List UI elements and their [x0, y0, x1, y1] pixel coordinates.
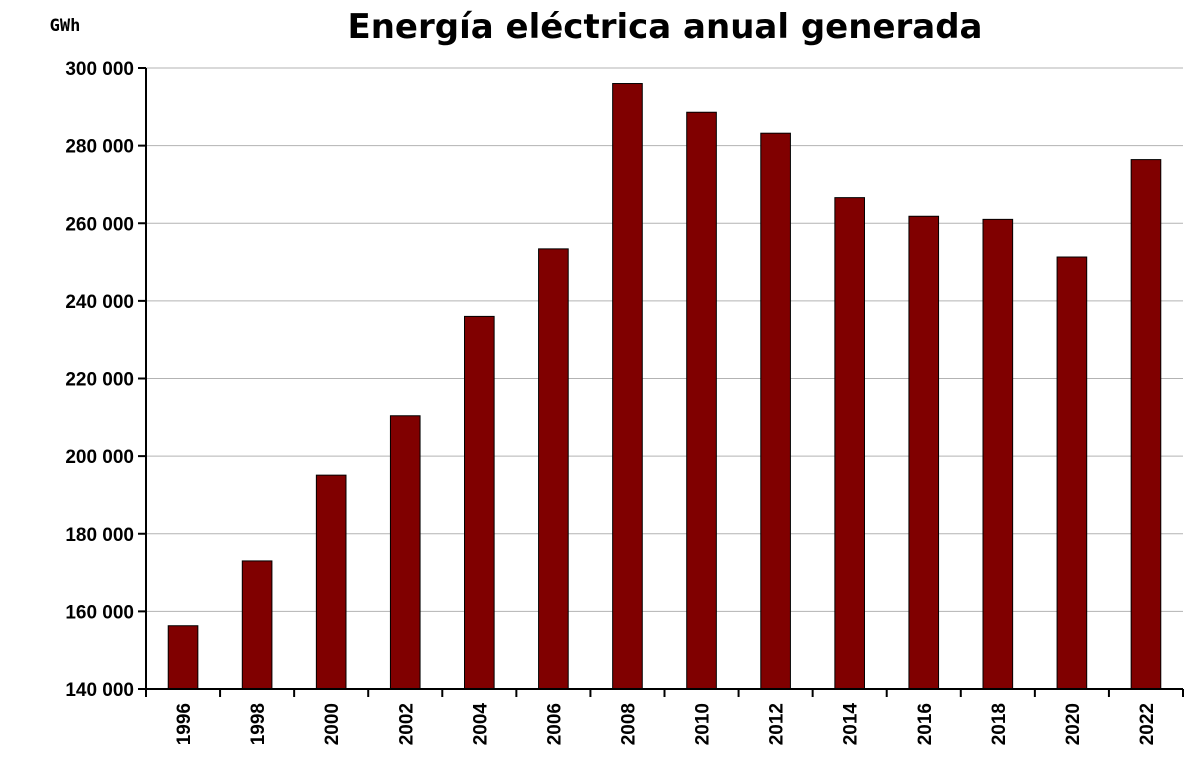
x-tick-label: 2004 [470, 703, 491, 746]
x-tick-label: 2002 [396, 703, 417, 745]
bar-2016 [908, 215, 940, 690]
chart-title: Energía eléctrica anual generada [347, 7, 982, 47]
bar-2006 [538, 248, 569, 690]
y-tick-label: 280 000 [65, 137, 134, 158]
x-tick-label: 2022 [1137, 703, 1158, 745]
bar-2018 [982, 218, 1014, 690]
bar-2020 [1056, 256, 1088, 690]
x-tick-label: 2018 [989, 703, 1010, 745]
y-tick-label: 140 000 [65, 680, 134, 701]
bar-1996 [167, 625, 199, 690]
y-tick-label: 220 000 [65, 370, 134, 391]
y-tick-label: 160 000 [65, 602, 134, 623]
x-tick-label: 2014 [841, 703, 862, 746]
x-tick-label: 2008 [618, 703, 639, 745]
bar-2012 [760, 132, 791, 690]
bar-2004 [464, 315, 495, 690]
bar-2022 [1130, 159, 1162, 690]
bars [167, 83, 1162, 690]
y-unit-label: GWh [50, 16, 81, 36]
x-tick-label: 2006 [544, 703, 565, 745]
bar-2014 [834, 197, 865, 690]
y-tick-label: 260 000 [65, 214, 134, 235]
x-tick-label: 2016 [915, 703, 936, 745]
x-tick-label: 2000 [322, 703, 343, 745]
gridlines [146, 67, 1183, 612]
y-tick-label: 180 000 [65, 525, 134, 546]
y-tick-label: 240 000 [65, 292, 134, 313]
bar-2010 [686, 111, 717, 690]
x-tick-label: 1998 [248, 703, 269, 745]
x-tick-label: 2020 [1063, 703, 1084, 745]
y-tick-labels: 140 000 160 000 180 000 200 000 220 000 240 0… [65, 59, 134, 701]
x-tick-labels: 1996 1998 2000 2002 2004 2006 2008 2010 2012 2014… [174, 703, 1158, 746]
bar-1998 [241, 560, 273, 690]
x-tick-label: 1996 [174, 703, 195, 745]
x-tick-label: 2012 [767, 703, 788, 745]
bar-2008 [612, 83, 643, 690]
bar-2002 [389, 415, 421, 690]
x-tick-label: 2010 [693, 703, 714, 745]
bar-2000 [315, 474, 347, 690]
axes [138, 67, 1184, 697]
y-tick-label: 300 000 [65, 59, 134, 80]
y-tick-label: 200 000 [65, 447, 134, 468]
